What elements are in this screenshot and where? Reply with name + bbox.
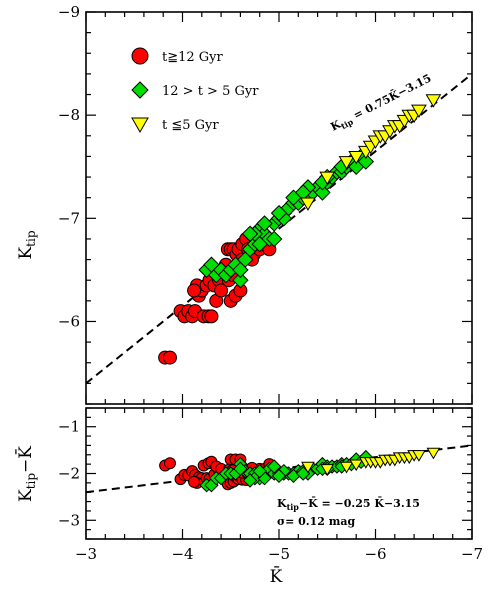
point-young — [425, 94, 442, 108]
top-ylabel-sub: tip — [24, 230, 38, 247]
point-intermediate — [357, 153, 375, 170]
bot-y-tick-label: −3 — [58, 511, 80, 529]
x-tick-label: −5 — [268, 545, 290, 563]
point-young — [426, 447, 441, 460]
point-old — [163, 457, 176, 470]
point-old — [162, 350, 177, 365]
anno-sub: tip — [287, 502, 300, 512]
top-ticks: −9 −8 −7 −6 — [58, 3, 473, 405]
bottom-ylabel-sub: tip — [24, 473, 38, 490]
legend-marker-young — [131, 117, 149, 134]
x-tick-label: −7 — [461, 545, 483, 563]
point-intermediate — [265, 230, 283, 248]
anno-main: K — [277, 497, 287, 510]
point-intermediate — [232, 272, 249, 289]
x-tick-label: −4 — [171, 545, 193, 563]
bot-y-tick-label: −2 — [58, 465, 80, 483]
x-axis-label: K̄ — [270, 565, 283, 587]
point-intermediate — [266, 459, 282, 474]
bottom-annotation-line1: Ktip−K̄ = −0.25 K̄−3.15 — [277, 496, 420, 512]
point-intermediate — [271, 468, 287, 484]
top-fit-line-path — [85, 73, 473, 385]
point-young — [300, 197, 316, 211]
top-fit-label: Ktip = 0.75K̄−3.15 — [328, 71, 434, 136]
point-old — [214, 283, 229, 298]
point-intermediate — [233, 461, 248, 477]
top-points — [158, 94, 442, 365]
top-ylabel-main: K — [16, 247, 36, 260]
point-intermediate — [232, 261, 249, 279]
point-intermediate — [241, 225, 259, 242]
point-young — [412, 450, 426, 462]
point-young — [411, 104, 427, 118]
bottom-ylabel-rest: −K̄ — [14, 446, 36, 473]
top-y-tick-label: −8 — [58, 106, 80, 124]
top-fit-line — [85, 73, 473, 385]
point-intermediate — [251, 235, 268, 253]
point-intermediate — [252, 463, 267, 479]
legend-marker-intermediate — [131, 81, 149, 99]
bottom-points — [159, 447, 441, 493]
bottom-ylabel-main: K — [16, 489, 36, 502]
point-young — [338, 156, 355, 170]
top-y-axis-label: Ktip — [16, 230, 38, 259]
top-y-tick-label: −6 — [58, 312, 80, 330]
point-young — [348, 151, 365, 165]
legend-label: 12 > t > 5 Gyr — [162, 84, 259, 99]
legend: t≧12 Gyr 12 > t > 5 Gyr t ≦5 Gyr — [131, 47, 259, 134]
legend-label: t≧12 Gyr — [162, 50, 224, 65]
top-y-tick-label: −7 — [58, 209, 80, 227]
bottom-panel: −1−2−3−3 −4 −5 −6 −7 Ktip−K̄ = −0.25 K̄−3.15… — [14, 407, 483, 587]
fit-label-rest: = 0.75K̄−3.15 — [348, 71, 434, 124]
legend-label: t ≦5 Gyr — [162, 118, 219, 133]
point-young — [349, 459, 364, 472]
x-tick-label: −6 — [364, 545, 386, 563]
point-young — [319, 171, 336, 186]
point-old — [204, 309, 219, 324]
point-intermediate — [270, 204, 288, 222]
point-intermediate — [256, 215, 273, 232]
point-young — [301, 461, 315, 474]
top-y-tick-label: −9 — [58, 3, 80, 21]
x-tick-label: −3 — [75, 545, 97, 563]
bottom-y-axis-label: Ktip−K̄ — [14, 446, 38, 502]
bottom-annotation-sigma: σ= 0.12 mag — [277, 515, 356, 528]
point-young — [320, 464, 335, 476]
legend-marker-old — [131, 47, 149, 65]
point-young — [339, 461, 354, 474]
point-old — [187, 283, 202, 298]
bot-y-tick-label: −1 — [58, 418, 80, 436]
anno-rest: −K̄ = −0.25 K̄−3.15 — [299, 496, 420, 510]
point-intermediate — [242, 473, 258, 488]
point-old — [188, 475, 201, 488]
